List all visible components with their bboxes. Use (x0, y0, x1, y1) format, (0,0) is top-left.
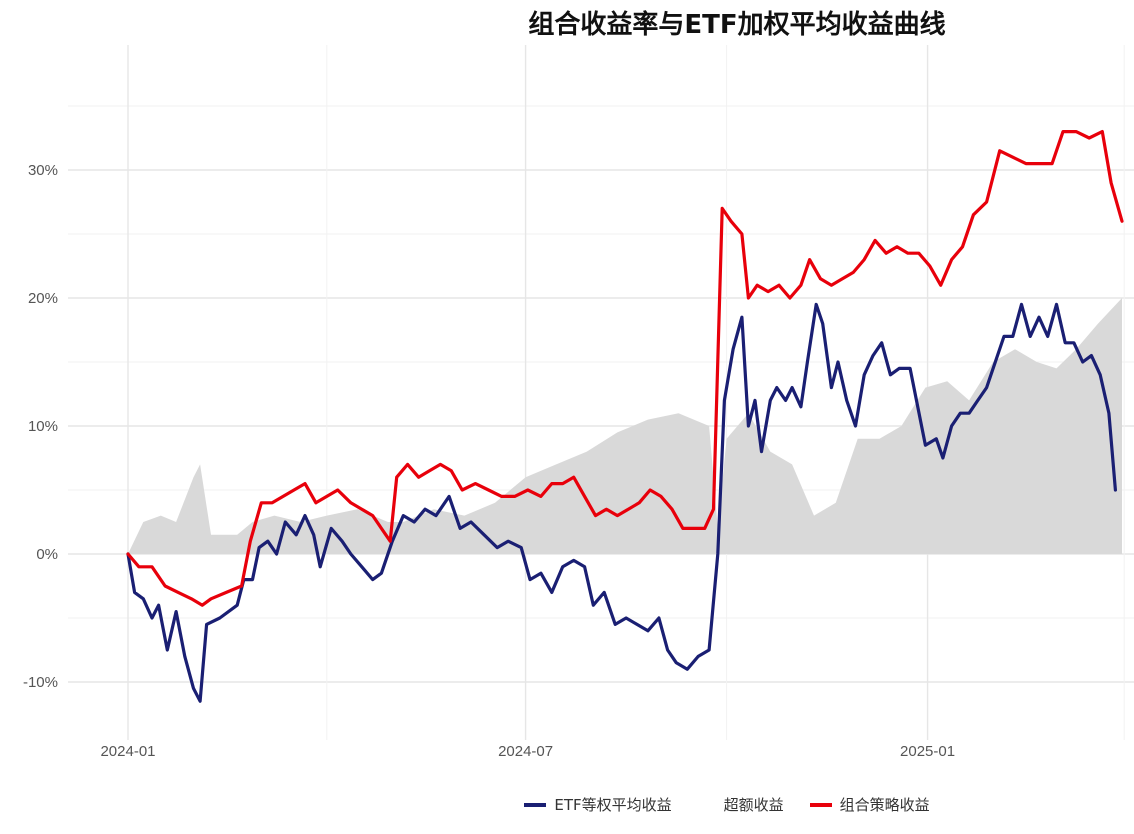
legend-item-strategy: 组合策略收益 (809, 794, 930, 815)
y-tick-label: 30% (28, 162, 58, 179)
legend-label-excess: 超额收益 (723, 796, 784, 814)
legend-swatch-excess (698, 798, 716, 812)
series-line-strategy (126, 130, 1124, 607)
x-tick-label: 2024-07 (498, 743, 553, 760)
legend-label-strategy: 组合策略收益 (839, 796, 930, 814)
legend-swatch-strategy (809, 802, 832, 807)
y-tick-label: 10% (28, 418, 58, 435)
legend: ETF等权平均收益 超额收益 组合策略收益 (0, 794, 1134, 815)
x-tick-label: 2025-01 (900, 743, 955, 760)
y-tick-label: 20% (28, 290, 58, 307)
series-line-etf (126, 302, 1117, 703)
series-area-excess (128, 298, 1122, 554)
legend-label-etf: ETF等权平均收益 (554, 796, 672, 814)
legend-swatch-etf (524, 802, 547, 807)
legend-item-etf: ETF等权平均收益 (524, 794, 672, 815)
chart-title: 组合收益率与ETF加权平均收益曲线 (528, 10, 946, 40)
y-tick-label: -10% (23, 674, 58, 691)
legend-item-excess: 超额收益 (698, 794, 784, 815)
y-tick-label: 0% (36, 546, 58, 563)
x-tick-label: 2024-01 (100, 743, 155, 760)
